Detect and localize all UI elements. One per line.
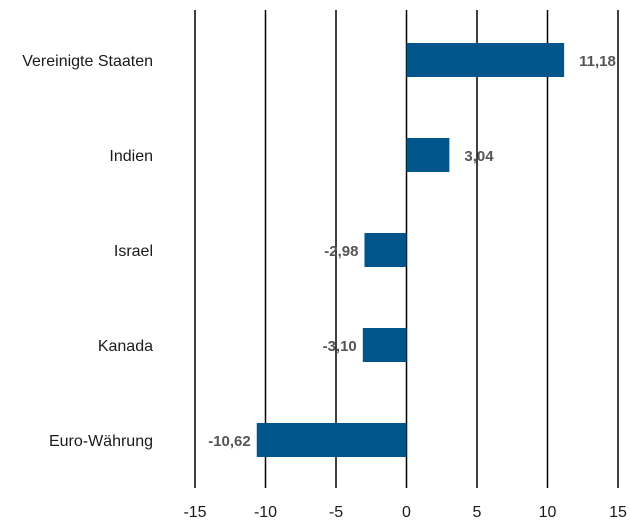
category-label: Israel xyxy=(114,243,153,260)
x-tick-labels: -15 -10 -5 0 5 10 15 xyxy=(183,504,627,521)
bars xyxy=(256,43,565,457)
category-label: Kanada xyxy=(98,338,153,355)
x-tick-label: -15 xyxy=(183,504,206,521)
category-labels: Vereinigte Staaten Indien Israel Kanada Euro… xyxy=(22,53,153,450)
data-label: 11,18 xyxy=(579,53,616,70)
category-label: Indien xyxy=(109,148,153,165)
data-label: 3,04 xyxy=(464,148,494,165)
x-tick-label: 5 xyxy=(473,504,482,521)
data-label: -3,10 xyxy=(323,338,357,355)
x-tick-label: 0 xyxy=(402,504,411,521)
x-tick-label: 10 xyxy=(539,504,557,521)
data-labels: 11,18 3,04 -2,98 -3,10 -10,62 xyxy=(208,53,616,450)
bar xyxy=(406,43,565,77)
bar xyxy=(362,328,407,362)
gridlines xyxy=(194,10,619,488)
category-label: Vereinigte Staaten xyxy=(22,53,153,70)
x-tick-label: -10 xyxy=(254,504,277,521)
bar xyxy=(364,233,407,267)
category-label: Euro-Währung xyxy=(49,433,153,450)
bar xyxy=(256,423,407,457)
x-tick-label: 15 xyxy=(609,504,627,521)
data-label: -2,98 xyxy=(324,243,358,260)
x-tick-label: -5 xyxy=(329,504,343,521)
data-label: -10,62 xyxy=(208,433,251,450)
bar xyxy=(406,138,450,172)
